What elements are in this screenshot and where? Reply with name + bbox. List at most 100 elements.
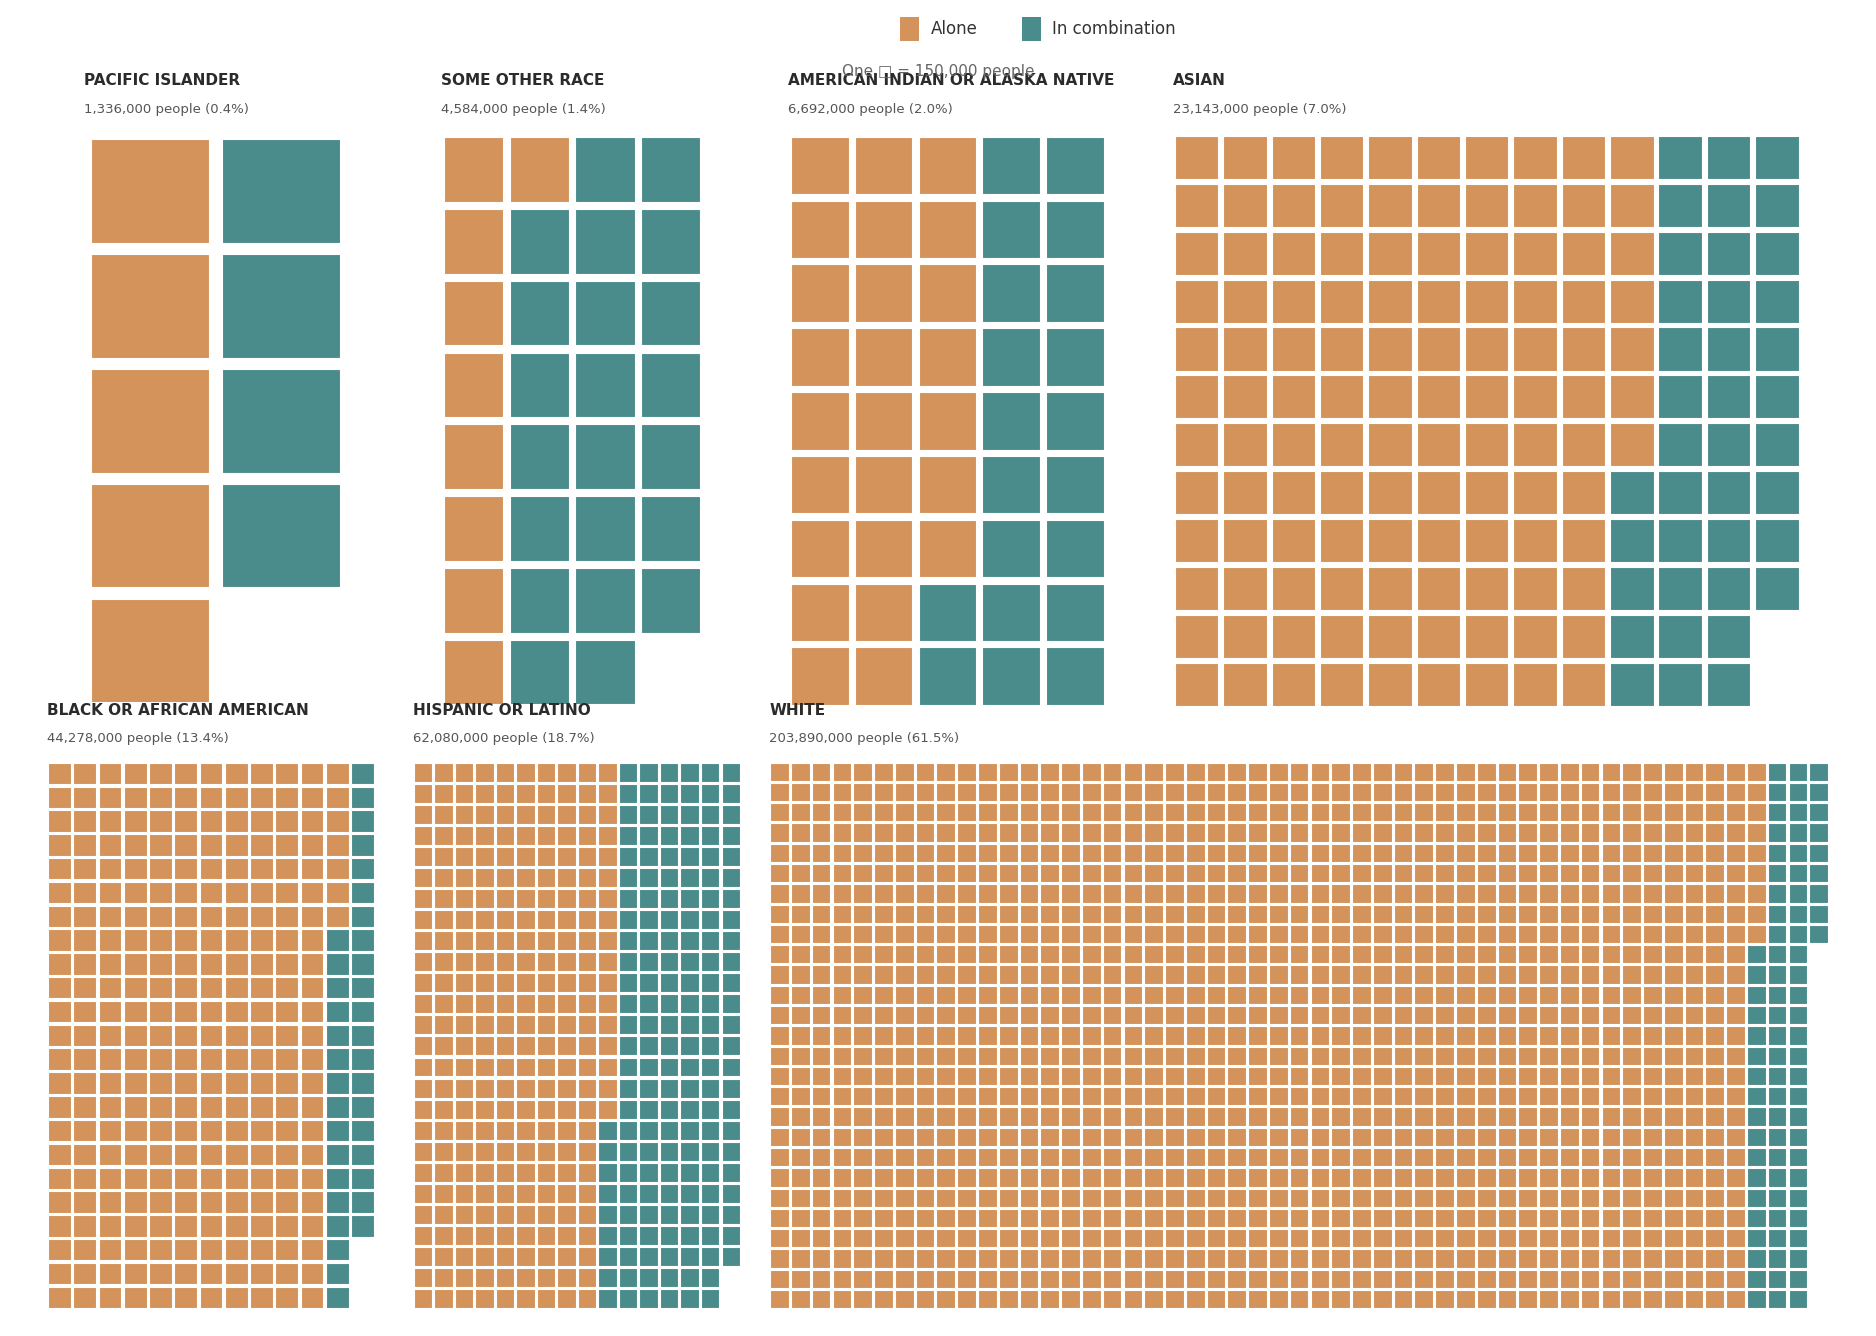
Bar [150,763,173,784]
Bar [49,1216,71,1237]
Bar [812,904,831,923]
Bar [936,925,955,943]
Bar [1062,904,1081,923]
Bar [998,1209,1017,1226]
Bar [855,584,912,641]
Bar [1103,884,1122,903]
Bar [1227,1148,1246,1166]
Bar [1435,1006,1454,1025]
Bar [1019,864,1037,882]
Bar [1373,884,1392,903]
Bar [1144,1189,1163,1206]
Bar [1041,1168,1060,1186]
Bar [1610,136,1653,179]
Bar [1581,1189,1600,1206]
Bar [578,931,597,950]
Bar [150,1001,173,1022]
Bar [300,1216,323,1237]
Bar [792,1046,810,1065]
Bar [221,369,341,473]
Bar [1581,803,1600,822]
Bar [1514,663,1557,705]
Bar [792,783,810,802]
Bar [1518,1189,1536,1206]
Bar [833,1269,852,1288]
Bar [1321,566,1364,611]
Bar [351,930,373,951]
Bar [1165,1067,1184,1085]
Bar [1291,1229,1308,1248]
Bar [1062,1189,1081,1206]
Bar [1435,783,1454,802]
Bar [495,1162,514,1182]
Bar [1124,864,1142,882]
Bar [351,834,373,855]
Bar [1602,945,1621,963]
Bar [915,1026,934,1045]
Bar [1248,904,1266,923]
Bar [1623,1026,1642,1045]
Bar [1227,864,1246,882]
Bar [1082,803,1101,822]
Bar [537,994,555,1013]
Bar [1623,1046,1642,1065]
Bar [1291,803,1308,822]
Bar [475,888,493,908]
Bar [1394,803,1413,822]
Bar [1705,1088,1724,1105]
Bar [454,1037,473,1055]
Bar [1497,864,1516,882]
Bar [1144,823,1163,842]
Bar [1664,823,1683,842]
Bar [250,930,272,951]
Bar [1248,823,1266,842]
Bar [915,1269,934,1288]
Bar [300,977,323,998]
Bar [475,1058,493,1077]
Bar [1047,584,1103,641]
Bar [1643,823,1662,842]
Bar [1272,424,1315,466]
Bar [1227,1189,1246,1206]
Bar [1394,945,1413,963]
Bar [919,329,976,386]
Bar [1747,925,1765,943]
Bar [1311,1006,1330,1025]
Bar [1456,1168,1475,1186]
Bar [1610,663,1653,705]
Bar [1767,925,1786,943]
Bar [1041,1108,1060,1126]
Bar [722,763,739,782]
Bar [1643,966,1662,983]
Bar [557,1246,576,1267]
Bar [771,966,790,983]
Bar [874,925,893,943]
Bar [1368,615,1413,657]
Bar [1186,884,1204,903]
Bar [1623,1128,1642,1146]
Bar [433,1205,452,1224]
Bar [1561,864,1580,882]
Bar [1808,844,1827,862]
Bar [915,844,934,862]
Bar [1206,823,1225,842]
Bar [660,994,679,1013]
Bar [936,803,955,822]
Bar [1747,1026,1765,1045]
Bar [1747,966,1765,983]
Bar [1186,945,1204,963]
Bar [1144,864,1163,882]
Bar [1394,783,1413,802]
Bar [702,847,720,866]
Bar [1062,1128,1081,1146]
Bar [792,1209,810,1226]
Bar [1062,803,1081,822]
Bar [1705,904,1724,923]
Bar [90,254,208,358]
Bar [225,763,248,784]
Bar [1747,1209,1765,1226]
Bar [598,1100,617,1118]
Bar [1062,1006,1081,1025]
Bar [771,864,790,882]
Bar [1332,864,1351,882]
